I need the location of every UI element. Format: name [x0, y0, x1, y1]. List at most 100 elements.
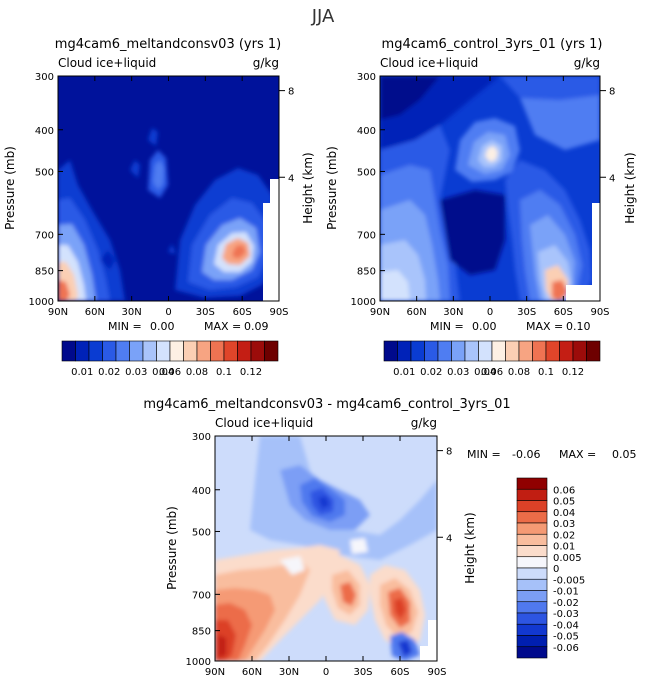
colorbar-label: 0.03: [553, 519, 575, 530]
panel1-variable-label: Cloud ice+liquid: [58, 56, 156, 70]
y2-tick-label: 8: [446, 447, 452, 458]
colorbar-swatch: [410, 340, 425, 362]
colorbar-swatch: [516, 500, 548, 513]
y2-tick-label: 4: [446, 533, 452, 544]
colorbar-swatch: [516, 635, 548, 648]
panel2-max-value: 0.10: [566, 320, 591, 333]
x-tick-label: 60S: [233, 307, 252, 318]
colorbar-label: 0.06: [553, 485, 575, 496]
y-tick-label: 500: [357, 167, 376, 178]
panel2-title: mg4cam6_control_3yrs_01 (yrs 1): [382, 37, 603, 52]
colorbar-swatch: [516, 578, 548, 591]
colorbar-swatch: [545, 340, 560, 362]
panel2-below-ground-mask: [566, 285, 600, 301]
colorbar-label: -0.05: [553, 632, 579, 643]
colorbar-swatch: [516, 533, 548, 546]
x-tick-label: 90N: [48, 307, 68, 318]
colorbar-swatch: [516, 556, 548, 569]
x-tick-label: 30S: [196, 307, 215, 318]
colorbar-label: 0.12: [562, 367, 584, 378]
y2-tick-label: 8: [609, 87, 615, 98]
panel2-min-value: 0.00: [472, 320, 497, 333]
panel3-below-ground-mask: [420, 646, 437, 661]
panel3-min-value: -0.06: [512, 448, 540, 461]
colorbar-label: 0.06: [159, 367, 181, 378]
colorbar-swatch: [478, 340, 493, 362]
x-tick-label: 60N: [407, 307, 427, 318]
colorbar-swatch: [516, 601, 548, 614]
colorbar-swatch: [516, 567, 548, 580]
y-tick-label: 700: [35, 230, 54, 241]
y-tick-label: 300: [35, 72, 54, 83]
colorbar-swatch: [516, 511, 548, 524]
colorbar-label: 0.02: [98, 367, 120, 378]
panel2-max-label: MAX =: [526, 320, 563, 333]
x-tick-label: 90S: [269, 307, 288, 318]
panel1-max-value: 0.09: [244, 320, 269, 333]
colorbar-label: -0.03: [553, 609, 579, 620]
y-tick-label: 400: [192, 486, 211, 497]
y-tick-label: 850: [357, 267, 376, 278]
panel1-min-value: 0.00: [150, 320, 175, 333]
colorbar-label: -0.06: [553, 643, 579, 654]
y-tick-label: 850: [192, 627, 211, 638]
panel1-title: mg4cam6_meltandconsv03 (yrs 1): [55, 37, 281, 52]
panel1-units-label: g/kg: [253, 56, 279, 70]
colorbar-swatch: [237, 340, 252, 362]
colorbar-label: 0.005: [553, 553, 582, 564]
colorbar-label: 0.01: [393, 367, 415, 378]
colorbar-label: -0.005: [553, 575, 585, 586]
colorbar-swatch: [437, 340, 452, 362]
panel1-ylabel: Pressure (mb): [3, 146, 17, 230]
y-tick-label: 1000: [351, 297, 376, 308]
colorbar-swatch: [169, 340, 184, 362]
x-tick-label: 60N: [85, 307, 105, 318]
colorbar-swatch: [383, 340, 398, 362]
y-tick-label: 500: [192, 527, 211, 538]
y2-tick-label: 4: [288, 173, 294, 184]
colorbar-label: 0.1: [216, 367, 232, 378]
y-tick-label: 1000: [29, 297, 54, 308]
colorbar-swatch: [223, 340, 238, 362]
colorbar-label: 0.08: [508, 367, 530, 378]
colorbar-swatch: [397, 340, 412, 362]
panel3-units-label: g/kg: [411, 416, 437, 430]
x-tick-label: 30N: [122, 307, 142, 318]
panel1-below-ground-mask: [263, 203, 279, 301]
y2-tick-label: 8: [288, 87, 294, 98]
colorbar-swatch: [516, 522, 548, 535]
colorbar-label: 0.06: [481, 367, 503, 378]
colorbar-label: 0.04: [553, 508, 575, 519]
colorbar-swatch: [196, 340, 211, 362]
colorbar-swatch: [61, 340, 76, 362]
panel3-colorbar: 0.060.050.040.030.020.010.0050-0.005-0.0…: [516, 477, 585, 659]
colorbar-label: 0.12: [240, 367, 262, 378]
colorbar-swatch: [586, 340, 601, 362]
colorbar-swatch: [464, 340, 479, 362]
panel3-plot-area: [215, 436, 437, 661]
colorbar-swatch: [516, 590, 548, 603]
x-tick-label: 90N: [205, 667, 225, 678]
panel2-min-label: MIN =: [430, 320, 464, 333]
x-tick-label: 60S: [390, 667, 409, 678]
colorbar-swatch: [102, 340, 117, 362]
y-tick-label: 850: [35, 267, 54, 278]
panel-difference: mg4cam6_meltandconsv03 - mg4cam6_control…: [143, 397, 636, 678]
colorbar-swatch: [183, 340, 198, 362]
y-tick-label: 300: [192, 432, 211, 443]
panel2-y2label: Height (km): [623, 152, 637, 223]
panel2-variable-label: Cloud ice+liquid: [380, 56, 478, 70]
panel2-colorbar: 0.01 0.02 0.03 0.040.06 0.08 0.1 0.12: [383, 340, 601, 378]
x-tick-label: 30N: [279, 667, 299, 678]
colorbar-swatch: [572, 340, 587, 362]
panel3-max-label: MAX =: [559, 448, 596, 461]
x-tick-label: 0: [323, 667, 329, 678]
colorbar-swatch: [264, 340, 279, 362]
x-tick-label: 0: [165, 307, 171, 318]
x-tick-label: 30S: [517, 307, 536, 318]
x-tick-label: 90S: [590, 307, 609, 318]
colorbar-label: 0.02: [420, 367, 442, 378]
colorbar-swatch: [115, 340, 130, 362]
y-tick-label: 700: [357, 230, 376, 241]
